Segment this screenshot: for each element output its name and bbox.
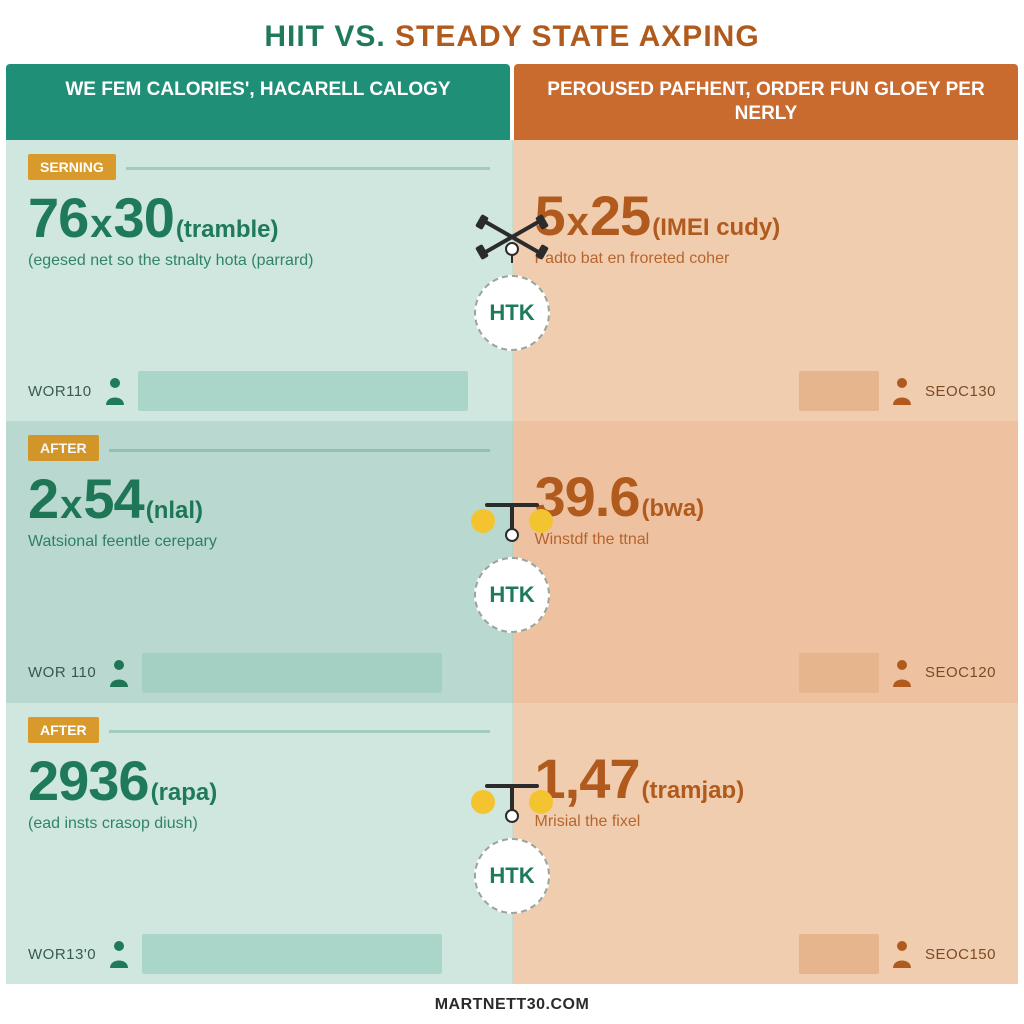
left-bar: WOR110 [28,369,490,413]
right-bar-label: SEOC150 [925,946,996,963]
comparison-row: AFTER 2936(rapa) (ead insts crasop diush… [6,703,1018,985]
bar-fill [142,934,442,974]
bar-fill [799,371,879,411]
person-icon [106,658,132,688]
left-panel: SERNING 76x30(tramble) (egesed net so th… [6,140,513,422]
page-title: HIIT VS. STEADY STATE AXPING [6,6,1018,64]
bar-fill [799,653,879,693]
header-right: PEROUSED PAFHENT, ORDER FUN GLOEY PER NE… [514,64,1018,140]
right-value: 39.6(bwa) [535,469,997,525]
phase-tag: AFTER [28,435,99,461]
left-subtext: Watsional feentle cerepary [28,533,490,551]
title-right: STEADY STATE AXPING [395,20,760,53]
phase-tag: AFTER [28,717,99,743]
column-headers: WE FEM CALORIES', HACARELL CALOGY PEROUS… [6,64,1018,140]
bar-fill [138,371,468,411]
left-subtext: (ead insts crasop diush) [28,815,490,833]
right-value: 5x25(IMEI cudy) [535,188,997,244]
right-panel: 5x25(IMEI cudy) Padto bat en froreted co… [513,140,1019,422]
bar-fill [142,653,442,693]
right-subtext: Padto bat en froreted coher [535,250,997,268]
left-panel: AFTER 2x54(nlal) Watsional feentle cerep… [6,421,513,703]
right-panel: 39.6(bwa) Winstdf the ttnal SEOC120 [513,421,1019,703]
left-bar-label: WOR110 [28,383,92,400]
rows-container: SERNING 76x30(tramble) (egesed net so th… [6,140,1018,985]
right-bar-label: SEOC130 [925,383,996,400]
right-bar-label: SEOC120 [925,664,996,681]
phase-tag: SERNING [28,154,116,180]
footer-credit: MARTNETT30.COM [6,984,1018,1018]
person-icon [889,658,915,688]
left-bar: WOR 110 [28,651,490,695]
person-icon [106,939,132,969]
right-panel: 1,47(tramjaɒ) Mrisial the fixel SEOC150 [513,703,1019,985]
bar-fill [799,934,879,974]
comparison-row: SERNING 76x30(tramble) (egesed net so th… [6,140,1018,422]
person-icon [889,939,915,969]
left-value: 76x30(tramble) [28,190,490,246]
right-subtext: Mrisial the fixel [535,813,997,831]
person-icon [889,376,915,406]
right-subtext: Winstdf the ttnal [535,531,997,549]
left-bar: WOR13'0 [28,932,490,976]
left-panel: AFTER 2936(rapa) (ead insts crasop diush… [6,703,513,985]
left-bar-label: WOR 110 [28,664,96,681]
left-value: 2x54(nlal) [28,471,490,527]
right-value: 1,47(tramjaɒ) [535,751,997,807]
left-subtext: (egesed net so the stnalty hota (parrard… [28,252,490,270]
header-left: WE FEM CALORIES', HACARELL CALOGY [6,64,510,140]
right-bar: SEOC130 [535,369,997,413]
comparison-row: AFTER 2x54(nlal) Watsional feentle cerep… [6,421,1018,703]
infographic: HIIT VS. STEADY STATE AXPING WE FEM CALO… [0,0,1024,1024]
title-left: HIIT VS. [264,20,385,53]
right-bar: SEOC120 [535,651,997,695]
left-bar-label: WOR13'0 [28,946,96,963]
person-icon [102,376,128,406]
right-bar: SEOC150 [535,932,997,976]
left-value: 2936(rapa) [28,753,490,809]
